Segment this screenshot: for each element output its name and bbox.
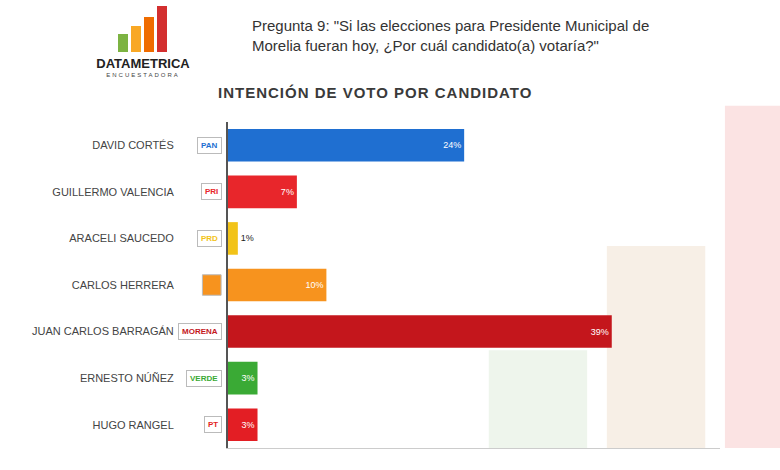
svg-text:3%: 3% <box>242 420 255 430</box>
svg-text:1%: 1% <box>241 233 254 243</box>
svg-text:HUGO RANGEL: HUGO RANGEL <box>93 419 174 431</box>
svg-text:24%: 24% <box>443 140 461 150</box>
html-text:Pregunta 9: "Si las elecciones: Pregunta 9: "Si las elecciones para Pres… <box>252 17 650 34</box>
svg-text:GUILLERMO VALENCIA: GUILLERMO VALENCIA <box>52 186 174 198</box>
svg-text:7%: 7% <box>281 187 294 197</box>
svg-text:JUAN CARLOS BARRAGÁN: JUAN CARLOS BARRAGÁN <box>32 325 174 337</box>
svg-text:PT: PT <box>208 420 218 429</box>
svg-text:3%: 3% <box>242 373 255 383</box>
svg-text:DAVID CORTÉS: DAVID CORTÉS <box>92 139 174 151</box>
svg-text:PRI: PRI <box>205 187 218 196</box>
svg-text:PAN: PAN <box>201 141 218 150</box>
html-text:DATAMETRICA: DATAMETRICA <box>96 56 190 71</box>
html-text:ENCUESTADORA: ENCUESTADORA <box>106 72 180 78</box>
html-text:INTENCIÓN DE VOTO POR CANDIDAT: INTENCIÓN DE VOTO POR CANDIDATO <box>218 84 533 101</box>
html-text:Morelia fueran hoy, ¿Por cuál: Morelia fueran hoy, ¿Por cuál candidato(… <box>252 37 599 54</box>
svg-text:CARLOS HERRERA: CARLOS HERRERA <box>72 279 175 291</box>
svg-text:ERNESTO NÚÑEZ: ERNESTO NÚÑEZ <box>80 372 174 384</box>
svg-text:MORENA: MORENA <box>182 327 218 336</box>
svg-text:10%: 10% <box>305 280 323 290</box>
svg-text:ARACELI SAUCEDO: ARACELI SAUCEDO <box>69 232 174 244</box>
svg-text:VERDE: VERDE <box>190 374 218 383</box>
svg-text:39%: 39% <box>591 327 609 337</box>
svg-text:PRD: PRD <box>201 234 218 243</box>
